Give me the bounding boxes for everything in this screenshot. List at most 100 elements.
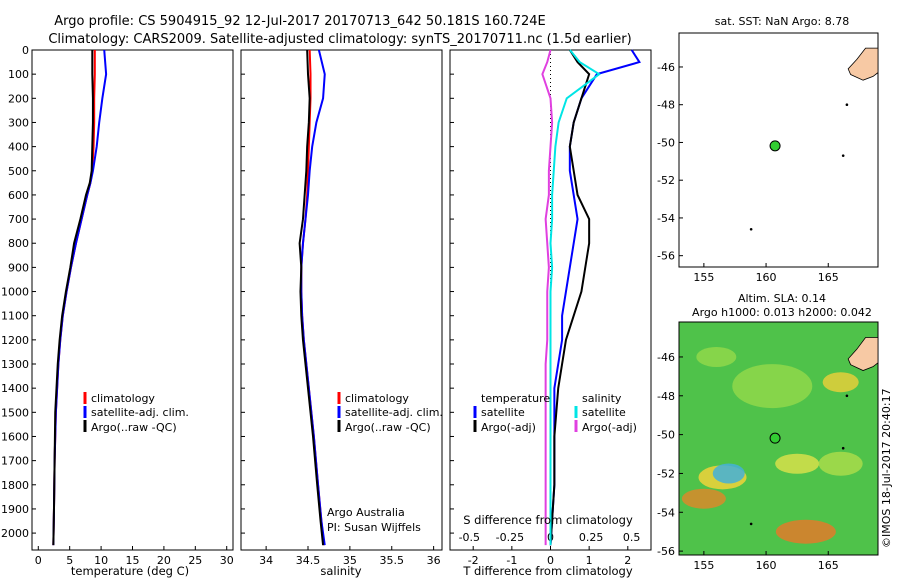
- depth-tick-label: 1200: [1, 334, 29, 347]
- sst-map: 155 160 165 -46 -48 -50 -52 -54 -56: [657, 32, 879, 284]
- depth-ticks: 0 100 200 300 400 500 600 700 800 900 1000 1100 1200…: [1, 44, 454, 540]
- map-y-tick-label: -52: [657, 467, 675, 480]
- depth-tick-label: 400: [8, 141, 29, 154]
- series-line: [300, 49, 325, 546]
- difference-plot: -2 -1 0 1 2-0.5 -0.25 0 0.25 0.5: [459, 49, 641, 567]
- temperature-xlabel: temperature (deg C): [71, 564, 189, 578]
- map-y-tick-label: -46: [657, 61, 675, 74]
- x-tick-label: 1: [586, 554, 593, 567]
- depth-tick-label: 0: [22, 44, 29, 57]
- depth-tick-label: 1100: [1, 310, 29, 323]
- sla-anomaly: [775, 453, 820, 474]
- salinity-legend: climatology satellite-adj. clim. Argo(..…: [337, 392, 443, 434]
- series-line: [541, 49, 554, 546]
- x-tick-label: 0.25: [579, 531, 604, 544]
- temperature-plot: 0 5 10 15 20 25 30: [35, 49, 234, 567]
- map-x-tick-label: 165: [818, 271, 839, 284]
- sla-anomaly: [696, 346, 737, 367]
- temperature-axes: [31, 49, 234, 551]
- island: [749, 227, 753, 231]
- x-tick-label: 36: [427, 554, 441, 567]
- sla-anomaly: [681, 488, 726, 509]
- series-line: [549, 49, 601, 546]
- sla-anomaly: [818, 451, 863, 476]
- map-x-tick-label: 165: [818, 559, 839, 572]
- x-tick-label: 2: [624, 554, 631, 567]
- x-tick-label: 34: [259, 554, 273, 567]
- depth-tick-label: 1600: [1, 430, 29, 443]
- legend-label-t-satellite: satellite: [481, 406, 525, 419]
- sla-map-title-line1: Altim. SLA: 0.14: [738, 292, 826, 305]
- map-y-tick-label: -50: [657, 136, 675, 149]
- depth-tick-label: 1300: [1, 358, 29, 371]
- salinity-axes: [240, 49, 443, 551]
- map-x-tick-label: 155: [693, 271, 714, 284]
- map-frame: [678, 32, 879, 268]
- sla-anomaly: [712, 463, 745, 484]
- depth-tick-label: 1000: [1, 286, 29, 299]
- argo-float-marker: [769, 432, 781, 444]
- depth-tick-label: 1800: [1, 479, 29, 492]
- map-x-tick-label: 160: [756, 271, 777, 284]
- depth-tick-label: 1400: [1, 382, 29, 395]
- x-tick-label: 25: [188, 554, 202, 567]
- x-tick-label: -0.25: [496, 531, 524, 544]
- land-new-zealand: [847, 47, 879, 81]
- sla-anomaly: [732, 364, 813, 409]
- legend-label-satellite: satellite-adj. clim.: [345, 406, 443, 419]
- legend-label-s-satellite: satellite: [582, 406, 626, 419]
- map-y-tick-label: -56: [657, 250, 675, 263]
- map-y-tick-label: -46: [657, 351, 675, 364]
- map-y-tick-label: -50: [657, 429, 675, 442]
- sla-anomaly: [775, 519, 836, 544]
- x-tick-label: 20: [157, 554, 171, 567]
- map-frame: [678, 321, 879, 556]
- depth-tick-label: 800: [8, 237, 29, 250]
- map-y-tick-label: -56: [657, 545, 675, 558]
- depth-tick-label: 200: [8, 92, 29, 105]
- series-line: [549, 49, 641, 546]
- x-tick-label: -1: [506, 554, 517, 567]
- sla-anomaly: [822, 372, 859, 393]
- depth-tick-label: 600: [8, 189, 29, 202]
- depth-tick-label: 700: [8, 213, 29, 226]
- argo-float-marker: [769, 140, 781, 152]
- map-y-tick-label: -52: [657, 174, 675, 187]
- series-line: [298, 49, 325, 546]
- salinity-xlabel: salinity: [320, 564, 361, 578]
- island: [845, 103, 849, 107]
- imos-timestamp: ©IMOS 18-Jul-2017 20:40:17: [880, 388, 893, 548]
- sst-map-title: sat. SST: NaN Argo: 8.78: [715, 15, 849, 28]
- legend-label-climatology: climatology: [91, 392, 155, 405]
- series-line: [549, 49, 591, 546]
- salinity-plot: 34 34.5 35 35.5 36: [259, 49, 441, 567]
- sla-map-title-line2: Argo h1000: 0.013 h2000: 0.042: [692, 306, 872, 319]
- figure-title-line1: Argo profile: CS 5904915_92 12-Jul-2017 …: [54, 14, 545, 29]
- temperature-legend: climatology satellite-adj. clim. Argo(..…: [83, 392, 189, 434]
- figure-title-line2: Climatology: CARS2009. Satellite-adjuste…: [48, 32, 631, 47]
- map-y-tick-label: -48: [657, 99, 675, 112]
- series-line: [300, 49, 326, 546]
- map-x-tick-label: 160: [756, 559, 777, 572]
- island: [841, 154, 845, 157]
- depth-tick-label: 1500: [1, 406, 29, 419]
- island: [841, 446, 845, 450]
- legend-title-salinity: salinity: [582, 392, 622, 405]
- x-tick-label: 10: [94, 554, 108, 567]
- x-tick-label: 35.5: [380, 554, 405, 567]
- legend-label-climatology: climatology: [345, 392, 409, 405]
- depth-tick-label: 300: [8, 116, 29, 129]
- series-line: [52, 49, 108, 546]
- legend-title-temperature: temperature: [481, 392, 550, 405]
- x-tick-label: -0.5: [459, 531, 480, 544]
- x-tick-label: -2: [468, 554, 479, 567]
- map-y-tick-label: -54: [657, 506, 675, 519]
- depth-tick-label: 1900: [1, 503, 29, 516]
- legend-label-argo: Argo(..raw -QC): [91, 421, 177, 434]
- depth-tick-label: 900: [8, 261, 29, 274]
- island: [749, 522, 753, 526]
- institution-label: Argo Australia: [327, 506, 405, 519]
- difference-legend: temperature satellite Argo(-adj) salinit…: [473, 392, 637, 434]
- depth-tick-label: 1700: [1, 455, 29, 468]
